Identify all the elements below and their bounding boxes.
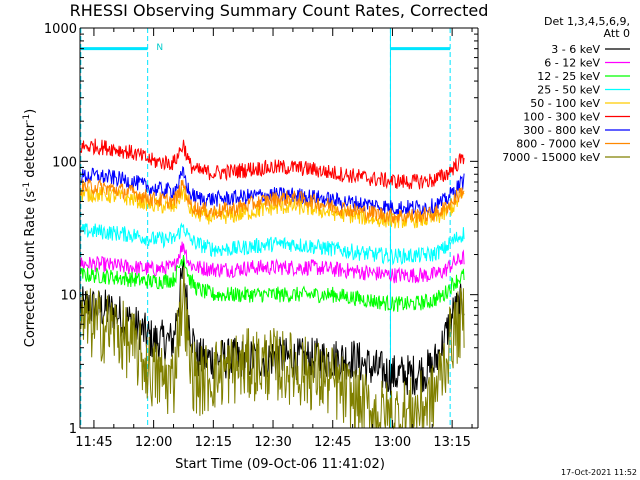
- y-axis-label-sup1: -1: [22, 182, 32, 191]
- series-line-1: [80, 241, 465, 284]
- legend-label-4: 50 - 100 keV: [530, 97, 600, 110]
- series-layer: [80, 138, 465, 430]
- y-tick-label-2: 100: [52, 155, 77, 170]
- series-line-7: [80, 178, 465, 224]
- y-tick-label-1: 10: [60, 289, 77, 304]
- y-axis-label-main: Corrected Count Rate (s: [23, 191, 38, 348]
- y-tick-label-0: 1: [69, 422, 77, 437]
- series-line-2: [80, 255, 465, 312]
- legend-label-2: 12 - 25 keV: [537, 70, 600, 83]
- legend-label-3: 25 - 50 keV: [537, 84, 600, 97]
- x-tick-label-2: 12:15: [195, 435, 232, 450]
- series-line-8: [80, 266, 465, 430]
- x-tick-label-6: 13:15: [433, 435, 470, 450]
- x-tick-label-0: 11:45: [75, 435, 112, 450]
- marker-label-0: N: [156, 43, 163, 53]
- x-tick-label-4: 12:45: [314, 435, 351, 450]
- legend-label-8: 7000 - 15000 keV: [502, 151, 600, 164]
- legend-label-0: 3 - 6 keV: [551, 43, 600, 56]
- y-axis-label-end: ): [23, 109, 38, 114]
- y-axis-label-mid: detector: [23, 122, 38, 182]
- x-axis-label: Start Time (09-Oct-06 11:41:02): [175, 457, 385, 472]
- legend-header-1: Att 0: [604, 27, 630, 40]
- legend-label-7: 800 - 7000 keV: [516, 138, 600, 151]
- series-line-5: [80, 138, 465, 190]
- x-tick-label-1: 12:00: [135, 435, 172, 450]
- legend-header-0: Det 1,3,4,5,6,9,: [544, 15, 630, 28]
- x-tick-label-3: 12:30: [254, 435, 291, 450]
- legend-label-1: 6 - 12 keV: [544, 57, 600, 70]
- x-tick-label-5: 13:00: [374, 435, 411, 450]
- y-tick-label-3: 1000: [44, 22, 77, 37]
- series-line-3: [80, 222, 465, 266]
- chart-title: RHESSI Observing Summary Count Rates, Co…: [70, 1, 489, 20]
- timestamp-label: 17-Oct-2021 11:52: [561, 468, 637, 477]
- y-axis-label-sup2: -1: [22, 114, 32, 123]
- y-axis-label: Corrected Count Rate (s-1 detector-1): [22, 109, 38, 347]
- axes-layer: 1 10 100 1000 11:45 12:00 12:15 12:30 12:45 13:00…: [44, 22, 479, 450]
- series-line-0: [80, 258, 465, 396]
- legend-label-5: 100 - 300 keV: [523, 111, 600, 124]
- legend-label-6: 300 - 800 keV: [523, 124, 600, 137]
